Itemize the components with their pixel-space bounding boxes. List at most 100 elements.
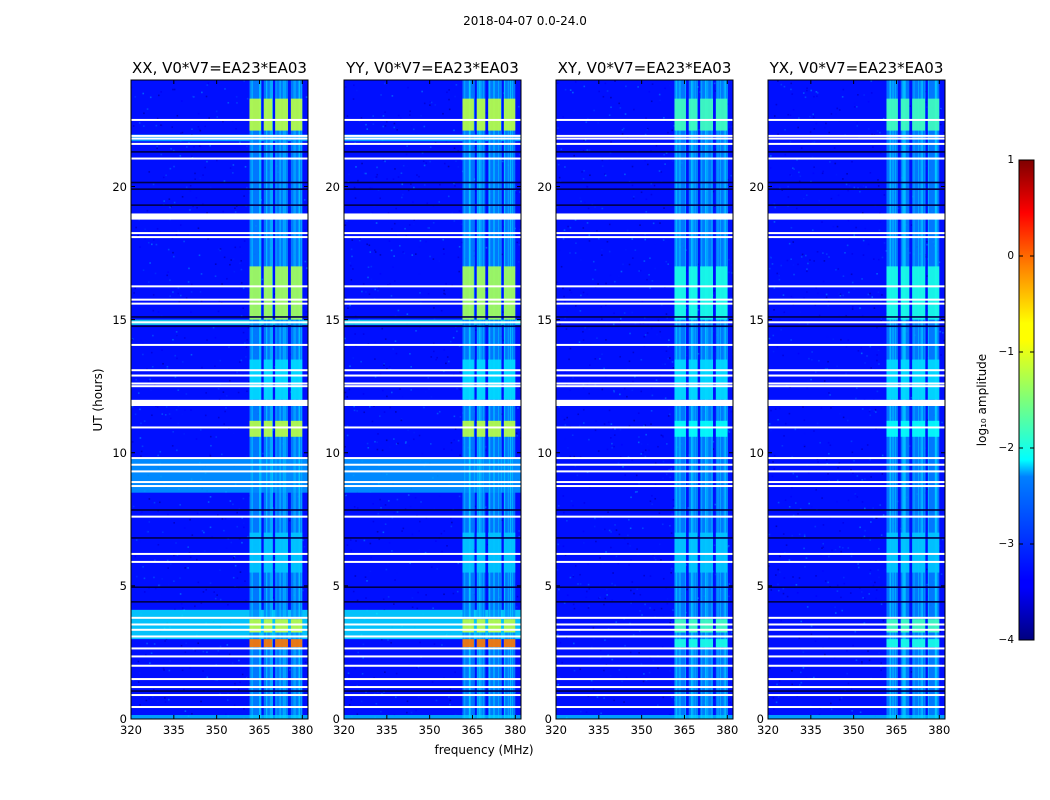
dark-row — [344, 537, 521, 539]
dark-row — [768, 690, 945, 692]
noise-pixel — [631, 165, 634, 168]
noise-pixel — [785, 544, 788, 546]
noise-pixel — [637, 86, 639, 88]
noise-pixel — [399, 117, 402, 120]
noise-pixel — [353, 506, 356, 508]
noise-pixel — [459, 454, 461, 457]
noise-pixel — [939, 545, 941, 547]
noise-pixel — [778, 571, 781, 574]
flagged-gap — [344, 399, 521, 402]
noise-pixel — [659, 336, 662, 339]
noise-pixel — [445, 140, 448, 143]
noise-pixel — [619, 355, 621, 358]
noise-pixel — [374, 440, 376, 443]
flagged-gap — [556, 382, 733, 385]
noise-pixel — [582, 542, 585, 544]
noise-pixel — [939, 550, 941, 553]
noise-pixel — [585, 121, 588, 123]
flagged-gap — [556, 678, 733, 681]
noise-pixel — [878, 363, 880, 365]
noise-pixel — [373, 205, 376, 207]
noise-pixel — [602, 528, 604, 531]
flagged-gap — [768, 232, 945, 235]
noise-pixel — [815, 287, 817, 289]
noise-pixel — [869, 539, 871, 541]
noise-pixel — [607, 511, 609, 514]
bright-block — [503, 619, 516, 633]
bright-block — [290, 359, 303, 400]
noise-pixel — [204, 550, 206, 552]
noise-pixel — [517, 407, 519, 409]
noise-pixel — [926, 583, 929, 586]
bright-block — [900, 532, 910, 573]
noise-pixel — [157, 94, 160, 97]
noise-pixel — [383, 363, 385, 365]
noise-pixel — [146, 108, 149, 110]
noise-pixel — [669, 670, 671, 672]
flagged-gap — [131, 385, 308, 388]
noise-pixel — [728, 431, 731, 433]
noise-pixel — [802, 197, 805, 200]
noise-pixel — [579, 668, 582, 671]
noise-pixel — [857, 187, 859, 190]
noise-pixel — [142, 566, 144, 568]
noise-pixel — [926, 243, 928, 246]
noise-pixel — [226, 277, 228, 280]
noise-pixel — [216, 116, 219, 118]
noise-pixel — [425, 162, 428, 164]
noise-pixel — [408, 224, 411, 226]
noise-pixel — [800, 620, 803, 623]
noise-pixel — [426, 202, 429, 205]
noise-pixel — [853, 186, 856, 189]
noise-pixel — [305, 311, 308, 313]
noise-pixel — [584, 139, 587, 141]
noise-pixel — [780, 264, 783, 267]
noise-pixel — [840, 550, 843, 553]
noise-pixel — [663, 153, 665, 156]
bright-block — [688, 266, 698, 320]
noise-pixel — [665, 473, 668, 476]
noise-pixel — [862, 597, 864, 599]
noise-pixel — [133, 292, 135, 294]
noise-pixel — [873, 410, 876, 412]
noise-pixel — [362, 333, 365, 335]
noise-pixel — [662, 577, 665, 580]
noise-pixel — [304, 513, 307, 515]
noise-pixel — [792, 241, 795, 243]
noise-pixel — [233, 270, 236, 273]
noise-pixel — [686, 354, 688, 357]
noise-pixel — [599, 557, 601, 559]
noise-pixel — [610, 546, 612, 549]
noise-pixel — [856, 387, 858, 390]
colorbar-label: log₁₀ amplitude — [975, 353, 989, 447]
noise-pixel — [792, 264, 795, 266]
bright-block — [263, 639, 273, 648]
noise-pixel — [654, 267, 656, 270]
noise-pixel — [407, 189, 410, 192]
noise-pixel — [564, 317, 566, 319]
noise-pixel — [573, 455, 576, 458]
noise-pixel — [392, 348, 395, 350]
noise-pixel — [455, 160, 457, 163]
noise-pixel — [202, 174, 204, 176]
noise-pixel — [442, 248, 445, 250]
noise-pixel — [825, 296, 828, 299]
bright-block — [715, 532, 728, 573]
noise-pixel — [827, 304, 829, 307]
noise-pixel — [816, 422, 819, 425]
noise-pixel — [798, 637, 801, 639]
noise-pixel — [217, 310, 220, 313]
flagged-gap — [344, 426, 521, 429]
noise-pixel — [443, 530, 446, 532]
noise-pixel — [808, 357, 810, 360]
noise-pixel — [404, 209, 407, 211]
noise-pixel — [501, 519, 503, 522]
noise-pixel — [625, 248, 627, 251]
noise-pixel — [233, 556, 236, 558]
noise-pixel — [427, 227, 429, 229]
noise-pixel — [798, 577, 801, 579]
noise-pixel — [565, 295, 568, 297]
noise-pixel — [369, 187, 372, 189]
noise-pixel — [223, 423, 225, 425]
noise-pixel — [880, 320, 882, 322]
